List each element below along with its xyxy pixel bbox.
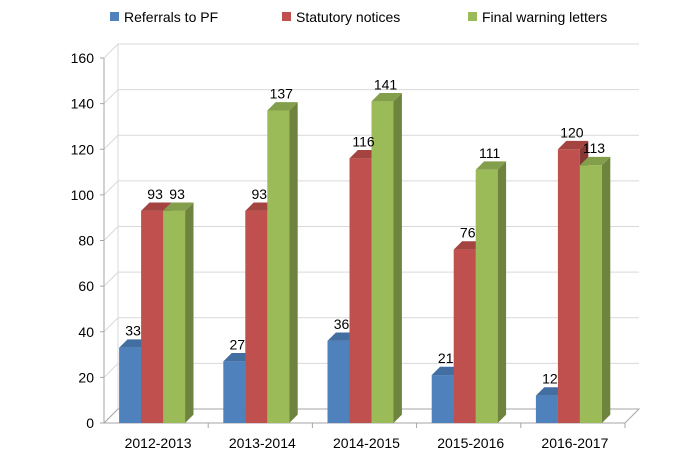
legend-swatch — [468, 12, 477, 21]
x-tick-label: 2012-2013 — [125, 435, 192, 451]
y-tick-label: 160 — [71, 50, 95, 66]
legend: Referrals to PF Statutory notices Final wa… — [110, 9, 607, 25]
data-label: 111 — [479, 145, 500, 161]
data-label: 141 — [374, 76, 398, 92]
data-label: 113 — [583, 140, 606, 156]
gridline — [103, 43, 639, 59]
legend-swatch — [110, 12, 119, 21]
y-tick-label: 140 — [71, 96, 95, 112]
data-label: 33 — [125, 323, 141, 339]
bars — [119, 92, 611, 423]
legend-label: Referrals to PF — [124, 9, 218, 25]
data-label: 93 — [147, 186, 163, 202]
y-tick-label: 20 — [78, 369, 94, 385]
legend-item: Final warning letters — [468, 9, 607, 25]
data-label: 93 — [252, 186, 268, 202]
y-tick-label: 100 — [71, 187, 95, 203]
legend-item: Referrals to PF — [110, 9, 218, 25]
y-tick-label: 120 — [71, 141, 95, 157]
y-tick-label: 80 — [78, 233, 94, 249]
bar — [163, 202, 194, 423]
bar — [267, 102, 298, 423]
data-label: 12 — [542, 371, 558, 387]
bar — [475, 161, 507, 423]
data-label: 76 — [460, 225, 476, 241]
bar — [579, 156, 611, 423]
x-tick-label: 2014-2015 — [333, 435, 400, 451]
data-label: 36 — [334, 316, 350, 332]
x-tick-label: 2013-2014 — [229, 435, 296, 451]
legend-label: Statutory notices — [296, 9, 400, 25]
legend-label: Final warning letters — [482, 9, 607, 25]
data-label: 116 — [352, 133, 375, 149]
y-tick-label: 0 — [86, 415, 94, 431]
x-tick-label: 2015-2016 — [437, 435, 504, 451]
data-label: 21 — [438, 350, 454, 366]
legend-item: Statutory notices — [282, 9, 400, 25]
data-label: 93 — [169, 186, 185, 202]
gridlines — [103, 43, 639, 424]
y-tick-label: 60 — [78, 278, 94, 294]
y-tick-label: 40 — [78, 324, 94, 340]
data-label: 27 — [230, 336, 246, 352]
legend-swatch — [282, 12, 291, 21]
bar — [371, 92, 402, 423]
x-tick-label: 2016-2017 — [541, 435, 608, 451]
data-label: 120 — [560, 124, 584, 140]
data-label: 137 — [270, 85, 294, 101]
